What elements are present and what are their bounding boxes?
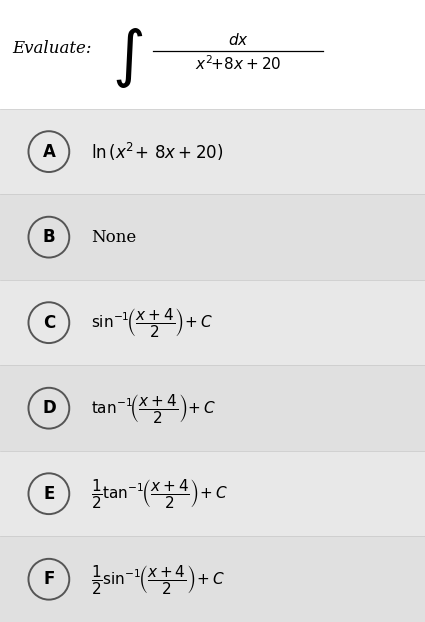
FancyBboxPatch shape (0, 194, 425, 280)
Text: $\sin^{-1}\!\!\left(\dfrac{x+4}{2}\right)\!+C$: $\sin^{-1}\!\!\left(\dfrac{x+4}{2}\right… (91, 306, 213, 339)
Text: A: A (42, 142, 55, 160)
Text: $\ln\left(x^2\!+\,8x+20\right)$: $\ln\left(x^2\!+\,8x+20\right)$ (91, 141, 224, 163)
FancyBboxPatch shape (0, 536, 425, 622)
Text: None: None (91, 229, 136, 246)
FancyBboxPatch shape (0, 451, 425, 536)
Text: $\tan^{-1}\!\!\left(\dfrac{x+4}{2}\right)\!+C$: $\tan^{-1}\!\!\left(\dfrac{x+4}{2}\right… (91, 392, 216, 425)
Text: C: C (43, 313, 55, 332)
Text: $dx$: $dx$ (227, 32, 249, 48)
Text: $x^2\!\!+\!8x+20$: $x^2\!\!+\!8x+20$ (195, 54, 281, 73)
Text: $\int$: $\int$ (112, 26, 143, 90)
Text: F: F (43, 570, 54, 588)
Text: E: E (43, 485, 54, 503)
Text: D: D (42, 399, 56, 417)
Text: $\dfrac{1}{2}\tan^{-1}\!\!\left(\dfrac{x+4}{2}\right)\!+C$: $\dfrac{1}{2}\tan^{-1}\!\!\left(\dfrac{x… (91, 477, 228, 510)
Text: Evaluate:: Evaluate: (13, 40, 92, 57)
FancyBboxPatch shape (0, 109, 425, 194)
FancyBboxPatch shape (0, 280, 425, 365)
Text: $\dfrac{1}{2}\sin^{-1}\!\!\left(\dfrac{x+4}{2}\right)\!+C$: $\dfrac{1}{2}\sin^{-1}\!\!\left(\dfrac{x… (91, 563, 225, 596)
Text: B: B (42, 228, 55, 246)
FancyBboxPatch shape (0, 0, 425, 109)
FancyBboxPatch shape (0, 366, 425, 451)
